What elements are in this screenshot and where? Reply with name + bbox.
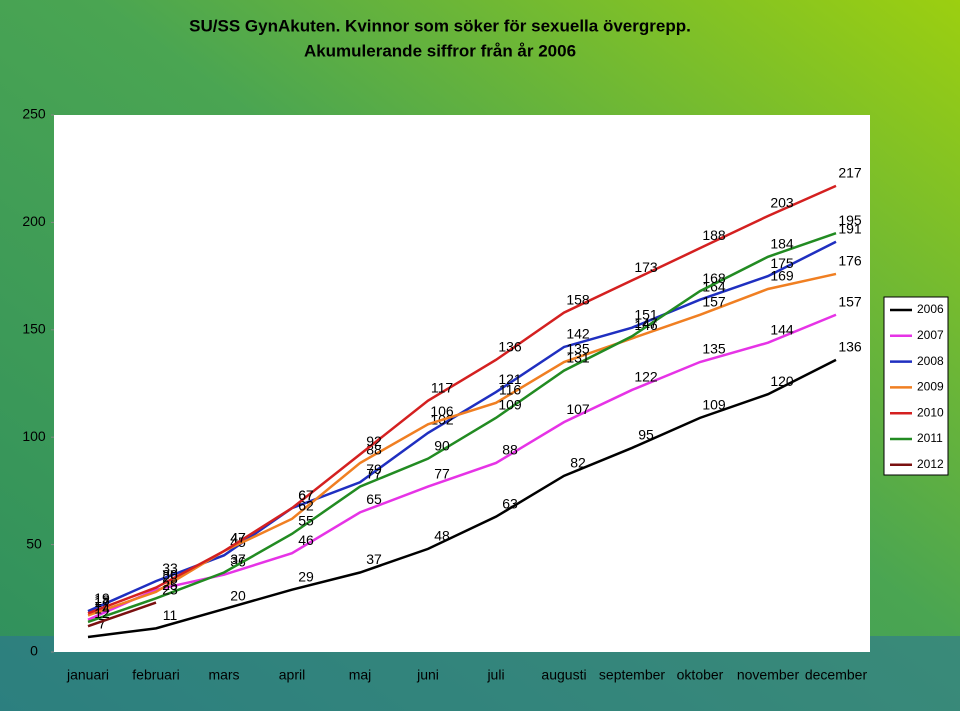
legend-label: 2012 — [917, 457, 944, 471]
chart-subtitle: Akumulerande siffror från år 2006 — [304, 41, 576, 60]
x-tick-label: oktober — [677, 667, 724, 683]
data-label: 195 — [838, 212, 862, 228]
data-label: 20 — [230, 588, 246, 604]
data-label: 7 — [98, 616, 106, 632]
data-label: 191 — [838, 220, 862, 236]
data-label: 30 — [162, 566, 178, 582]
x-tick-label: mars — [208, 667, 239, 683]
data-label: 188 — [702, 227, 726, 243]
data-label: 88 — [502, 442, 518, 458]
x-tick-label: april — [279, 667, 305, 683]
data-label: 135 — [566, 341, 590, 357]
series-line — [87, 358, 837, 639]
data-label: 47 — [230, 530, 246, 546]
data-label: 117 — [431, 379, 454, 395]
data-label: 65 — [366, 491, 382, 507]
x-tick-label: september — [599, 667, 665, 683]
data-label: 107 — [566, 401, 590, 417]
data-label: 25 — [162, 577, 178, 593]
legend-label: 2006 — [917, 302, 944, 316]
data-label: 164 — [702, 278, 726, 294]
data-label: 158 — [566, 291, 590, 307]
data-label: 37 — [230, 551, 246, 567]
data-label: 14 — [94, 601, 110, 617]
y-tick-label: 150 — [22, 321, 46, 337]
series-line — [87, 184, 837, 615]
data-label: 157 — [702, 293, 726, 309]
data-label: 217 — [838, 165, 862, 181]
data-label: 169 — [770, 268, 794, 284]
data-label: 23 — [162, 581, 178, 597]
data-label: 92 — [366, 433, 382, 449]
y-tick-label: 100 — [22, 428, 46, 444]
data-label: 175 — [770, 255, 794, 271]
x-tick-label: juni — [416, 667, 439, 683]
data-label: 48 — [434, 528, 450, 544]
data-label: 47 — [230, 530, 246, 546]
data-label: 142 — [566, 326, 590, 342]
chart-title: SU/SS GynAkuten. Kvinnor som söker för s… — [189, 16, 691, 35]
x-tick-label: februari — [132, 667, 179, 683]
data-label: 157 — [838, 293, 862, 309]
y-tick-label: 250 — [22, 106, 46, 122]
data-label: 116 — [499, 382, 522, 398]
data-label: 173 — [634, 259, 658, 275]
legend-box — [883, 296, 949, 476]
data-label: 77 — [434, 465, 450, 481]
data-label: 63 — [502, 495, 518, 511]
x-tick-label: december — [805, 667, 868, 683]
data-label: 95 — [638, 427, 654, 443]
x-tick-label: november — [737, 667, 800, 683]
data-label: 121 — [498, 371, 522, 387]
data-label: 12 — [94, 605, 110, 621]
data-label: 46 — [298, 532, 314, 548]
data-label: 135 — [702, 341, 726, 357]
data-label: 29 — [298, 568, 314, 584]
plot-area — [54, 115, 870, 652]
data-label: 131 — [566, 349, 590, 365]
data-label: 37 — [366, 551, 382, 567]
data-label: 136 — [498, 339, 522, 355]
data-label: 122 — [634, 369, 658, 385]
data-label: 109 — [702, 397, 726, 413]
data-label: 146 — [634, 317, 658, 333]
data-label: 203 — [770, 195, 794, 211]
series-line — [87, 601, 157, 628]
series-line — [87, 231, 837, 624]
data-label: 33 — [162, 560, 178, 576]
data-label: 11 — [163, 607, 178, 623]
data-label: 106 — [430, 403, 454, 419]
x-tick-label: januari — [66, 667, 109, 683]
x-tick-label: maj — [349, 667, 372, 683]
data-label: 67 — [298, 487, 314, 503]
legend-label: 2007 — [917, 328, 944, 342]
legend-label: 2011 — [917, 431, 943, 445]
y-tick-label: 50 — [26, 535, 42, 551]
data-label: 176 — [838, 253, 862, 269]
data-label: 19 — [94, 590, 110, 606]
data-label: 144 — [770, 321, 794, 337]
data-label: 120 — [770, 373, 794, 389]
data-label: 136 — [838, 339, 862, 355]
x-tick-label: juli — [486, 667, 504, 683]
data-label: 77 — [366, 465, 382, 481]
data-label: 79 — [366, 461, 382, 477]
y-tick-label: 0 — [30, 643, 38, 659]
data-label: 184 — [770, 235, 794, 251]
legend-label: 2010 — [917, 405, 944, 419]
legend-label: 2009 — [917, 380, 944, 394]
data-label: 151 — [634, 306, 658, 322]
y-tick-label: 200 — [22, 213, 46, 229]
x-tick-label: augusti — [541, 667, 586, 683]
data-label: 90 — [434, 437, 450, 453]
data-label: 55 — [298, 513, 314, 529]
legend-label: 2008 — [917, 354, 944, 368]
data-label: 168 — [702, 270, 726, 286]
data-label: 18 — [94, 592, 110, 608]
data-label: 147 — [634, 315, 658, 331]
data-label: 109 — [498, 397, 522, 413]
data-label: 82 — [570, 455, 586, 471]
